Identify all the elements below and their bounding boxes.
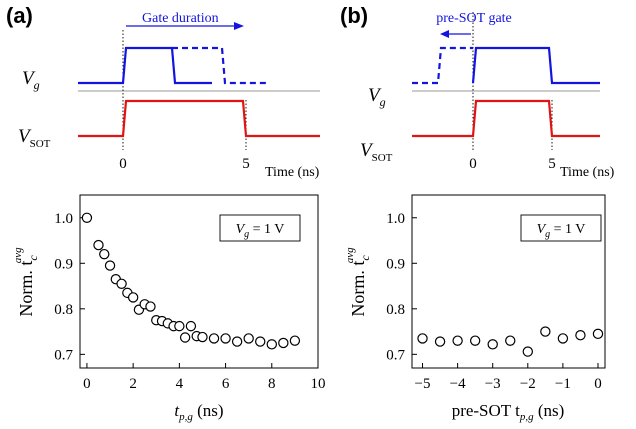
plot-a-xtick-label: 4 xyxy=(176,376,184,392)
plot-a-data-point xyxy=(81,212,93,223)
panel-b-annotation: pre-SOT gate xyxy=(436,11,512,26)
plot-b-xtick-label: −4 xyxy=(450,376,466,392)
panel-b-vsot-pulse xyxy=(412,99,600,138)
panel-a-tick-0: 0 xyxy=(119,156,127,172)
panel-b-vg-pulse xyxy=(471,46,600,85)
plot-b-ytick-label: 0.8 xyxy=(386,302,405,318)
plot-a-ticks: 0 2 4 6 8 10 0.7 0.8 0.9 1.0 xyxy=(54,211,325,392)
plot-b-frame xyxy=(411,194,606,369)
plot-a-data-point xyxy=(104,260,116,271)
plot-a-points xyxy=(81,212,301,350)
plot-a-xtick-label: 2 xyxy=(129,376,137,392)
plot-a-xtick-label: 0 xyxy=(83,376,91,392)
plot-b-ytick-label: 0.9 xyxy=(386,256,405,272)
panel-a-annotation: Gate duration xyxy=(142,11,219,26)
plot-a-data-point xyxy=(243,333,254,344)
panel-a-vg-label: Vg xyxy=(22,68,40,92)
panel-a-arrowhead xyxy=(234,22,244,30)
panel-a-label: (a) xyxy=(6,3,33,28)
plot-b-ylabel: Norm. tcavg xyxy=(344,247,372,317)
panel-b-tick-0: 0 xyxy=(469,156,477,172)
panel-b-tick-5: 5 xyxy=(548,156,556,172)
plot-a-data-point xyxy=(93,239,104,251)
panel-b-vg-label: Vg xyxy=(368,85,386,109)
panel-a-vg-pulse xyxy=(78,46,212,85)
plot-a-legend: Vg = 1 V xyxy=(236,222,285,240)
plot-a-ytick-label: 0.8 xyxy=(54,302,73,318)
plot-a-xlabel: tp,g (ns) xyxy=(174,401,223,423)
plot-a-xtick-label: 10 xyxy=(311,376,326,392)
plot-b-data-point xyxy=(452,335,463,346)
plot-a-data-point xyxy=(220,333,231,344)
plot-b-data-point xyxy=(434,336,446,347)
plot-a-frame xyxy=(79,194,319,369)
plot-a-data-point xyxy=(255,336,266,347)
plot-a-data-point xyxy=(179,332,191,343)
plot-b-legend: Vg = 1 V xyxy=(537,222,586,240)
plot-a: 0 2 4 6 8 10 0.7 0.8 0.9 1.0 Vg = 1 V Norm. tcavg… xyxy=(12,194,326,423)
panel-b-label: (b) xyxy=(340,3,368,28)
plot-b-data-point xyxy=(487,339,498,350)
plot-a-ytick-label: 0.7 xyxy=(54,347,73,363)
plot-a-data-point xyxy=(116,278,127,289)
plot-a-legend-box xyxy=(219,214,301,242)
plot-b-ticks: −5 −4 −3 −2 −1 0 0.7 0.8 0.9 1.0 xyxy=(386,211,601,392)
plot-b-data-point xyxy=(417,333,428,344)
plot-a-ytick-label: 1.0 xyxy=(54,211,73,227)
panel-a-time-label: Time (ns) xyxy=(265,165,320,180)
plot-a-data-point xyxy=(208,333,220,344)
plot-b: −5 −4 −3 −2 −1 0 0.7 0.8 0.9 1.0 Vg = 1 V Norm. t… xyxy=(344,194,606,423)
plot-a-xtick-label: 8 xyxy=(268,376,276,392)
panel-a-tick-5: 5 xyxy=(242,156,250,172)
plot-a-data-point xyxy=(266,339,277,350)
plot-a-data-point xyxy=(231,336,243,347)
plot-b-ytick-label: 0.7 xyxy=(386,347,405,363)
plot-a-data-point xyxy=(174,320,185,332)
plot-a-data-point xyxy=(127,292,139,303)
plot-b-data-point xyxy=(522,346,534,357)
panel-a-vsot-label: VSOT xyxy=(18,126,51,150)
plot-b-xtick-label: −2 xyxy=(520,376,536,392)
plot-b-ytick-label: 1.0 xyxy=(386,211,405,227)
panel-a-vsot-pulse xyxy=(78,99,320,138)
plot-b-xtick-label: −3 xyxy=(485,376,501,392)
plot-a-data-point xyxy=(145,301,156,312)
panel-a-timing: (a) Gate duration Vg VSOT 0 5 Time (ns) xyxy=(6,3,320,180)
panel-b-time-label: Time (ns) xyxy=(560,165,615,180)
plot-a-data-point xyxy=(185,320,197,332)
plot-b-xtick-label: −1 xyxy=(555,376,571,392)
plot-a-xtick-label: 6 xyxy=(222,376,230,392)
plot-a-data-point xyxy=(99,248,110,260)
panel-b-vsot-label: VSOT xyxy=(360,140,393,164)
plot-b-points xyxy=(417,326,604,357)
plot-b-xlabel: pre-SOT tp,g (ns) xyxy=(452,401,565,423)
plot-a-data-point xyxy=(197,331,208,343)
plot-b-data-point xyxy=(469,335,481,346)
plot-a-ylabel: Norm. tcavg xyxy=(12,247,40,317)
panel-b-arrowhead xyxy=(440,30,449,38)
panel-b-vg-pre-pulse xyxy=(412,46,473,85)
plot-a-data-point xyxy=(289,335,301,346)
panel-a-vg-pulse-extended xyxy=(172,46,266,85)
plot-b-xtick-label: −5 xyxy=(415,376,431,392)
plot-b-data-point xyxy=(557,333,569,344)
plot-b-data-point xyxy=(505,335,516,346)
plot-b-legend-box xyxy=(520,214,602,242)
plot-a-ytick-label: 0.9 xyxy=(54,256,73,272)
panel-b-timing: (b) pre-SOT gate Vg VSOT 0 5 Time (ns) xyxy=(340,3,615,180)
plot-b-data-point xyxy=(575,330,586,341)
plot-b-data-point xyxy=(592,328,604,340)
plot-a-data-point xyxy=(278,337,289,349)
plot-b-data-point xyxy=(540,326,551,337)
plot-b-xtick-label: 0 xyxy=(594,376,602,392)
